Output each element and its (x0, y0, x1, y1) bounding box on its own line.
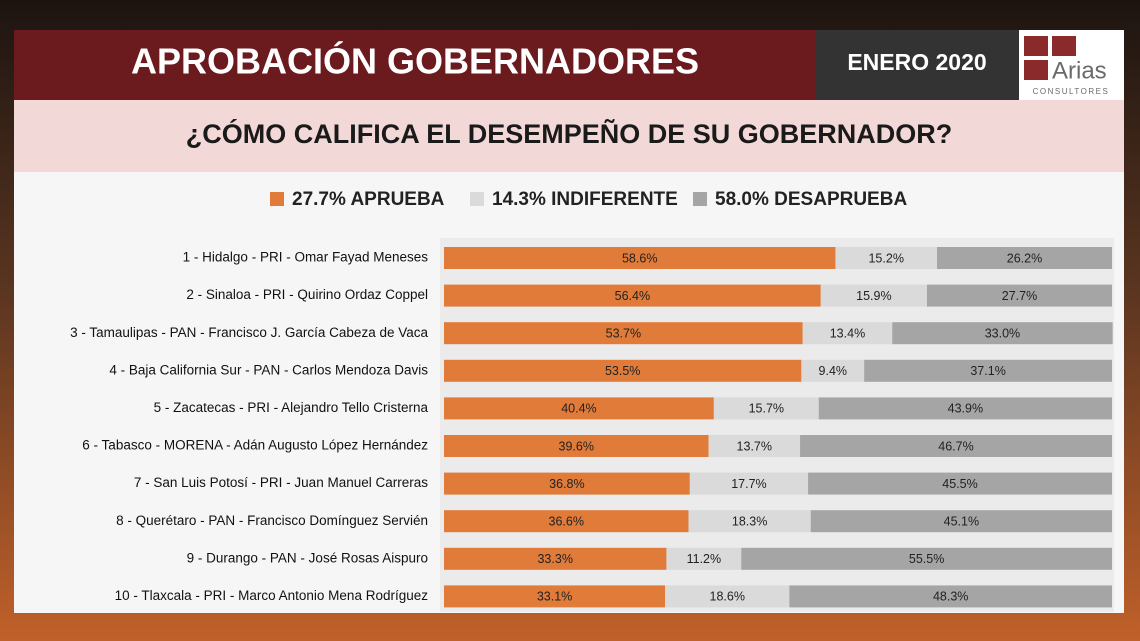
title-band (14, 30, 815, 100)
bar-segment (864, 359, 1112, 382)
bar-segment (444, 435, 709, 457)
chart-subtitle: ¿CÓMO CALIFICA EL DESEMPEÑO DE SU GOBERN… (186, 118, 953, 149)
bar-segment (741, 547, 1112, 570)
data-label: 36.6% (549, 514, 584, 528)
bar-segment (444, 322, 803, 345)
data-label: 58.6% (622, 251, 657, 265)
bar-segment (665, 585, 790, 608)
data-label: 46.7% (938, 439, 973, 453)
bar-segment (936, 247, 1112, 269)
y-tick-label: 8 - Querétaro - PAN - Francisco Domíngue… (116, 513, 428, 528)
data-label: 9.4% (819, 364, 848, 378)
legend-label: 58.0% DESAPRUEBA (715, 189, 907, 210)
data-label: 39.6% (559, 439, 594, 453)
data-label: 33.1% (537, 590, 572, 604)
y-tick-label: 4 - Baja California Sur - PAN - Carlos M… (109, 362, 428, 377)
logo-icon (1024, 36, 1048, 56)
data-label: 17.7% (731, 477, 766, 491)
bar-segment (444, 510, 689, 533)
y-tick-label: 9 - Durango - PAN - José Rosas Aispuro (187, 550, 428, 565)
logo-name: Arias (1052, 57, 1107, 84)
data-label: 55.5% (909, 552, 944, 566)
bar-segment (444, 472, 690, 495)
legend-swatch (270, 192, 284, 206)
bar-segment (708, 435, 801, 457)
data-label: 48.3% (933, 590, 968, 604)
data-label: 45.1% (944, 514, 979, 528)
bar-segment (926, 284, 1112, 307)
legend-label: 27.7% APRUEBA (292, 189, 445, 210)
bar-segment (789, 585, 1112, 608)
data-label: 45.5% (942, 477, 977, 491)
data-label: 15.2% (868, 251, 903, 265)
data-label: 18.6% (710, 590, 745, 604)
bar-segment (444, 284, 821, 307)
bar-segment (444, 359, 802, 382)
legend-swatch (693, 192, 707, 206)
bar-segment (808, 472, 1112, 495)
legend-swatch (470, 192, 484, 206)
bar-segment (444, 585, 666, 608)
bar-segment (444, 397, 714, 420)
y-tick-label: 7 - San Luis Potosí - PRI - Juan Manuel … (134, 475, 428, 490)
data-label: 26.2% (1007, 251, 1042, 265)
data-label: 53.5% (605, 364, 640, 378)
data-label: 43.9% (948, 402, 983, 416)
bar-segment (666, 547, 742, 570)
subtitle-band (14, 100, 1124, 172)
bar-segment (800, 435, 1112, 457)
data-label: 13.7% (737, 439, 772, 453)
bar-segment (689, 472, 809, 495)
bar-segment (892, 322, 1113, 345)
bar-segment (444, 547, 667, 570)
date-label: ENERO 2020 (847, 49, 986, 75)
data-label: 27.7% (1002, 289, 1037, 303)
bar-segment (810, 510, 1112, 533)
bar-segment (801, 359, 865, 382)
bar-segment (444, 247, 836, 269)
logo-icon (1024, 60, 1048, 80)
y-tick-label: 3 - Tamaulipas - PAN - Francisco J. Garc… (70, 325, 428, 340)
data-label: 15.7% (749, 402, 784, 416)
y-tick-label: 1 - Hidalgo - PRI - Omar Fayad Meneses (183, 250, 429, 265)
data-label: 37.1% (970, 364, 1005, 378)
bar-segment (802, 322, 893, 345)
logo-tagline: CONSULTORES (1033, 87, 1110, 96)
y-tick-label: 2 - Sinaloa - PRI - Quirino Ordaz Coppel (186, 287, 428, 302)
y-tick-label: 6 - Tabasco - MORENA - Adán Augusto Lópe… (82, 438, 428, 453)
logo-icon (1052, 36, 1076, 56)
data-label: 53.7% (606, 326, 641, 340)
y-tick-label: 5 - Zacatecas - PRI - Alejandro Tello Cr… (154, 400, 429, 415)
bar-segment (818, 397, 1112, 420)
chart-title: APROBACIÓN GOBERNADORES (131, 40, 699, 82)
bar-segment (820, 284, 927, 307)
data-label: 18.3% (732, 514, 767, 528)
bar-segment (713, 397, 819, 420)
data-label: 33.3% (537, 552, 572, 566)
data-label: 33.0% (985, 326, 1020, 340)
legend-label: 14.3% INDIFERENTE (492, 189, 678, 210)
y-tick-label: 10 - Tlaxcala - PRI - Marco Antonio Mena… (115, 588, 429, 603)
data-label: 56.4% (615, 289, 650, 303)
data-label: 11.2% (687, 552, 722, 566)
data-label: 13.4% (830, 326, 865, 340)
data-label: 15.9% (856, 289, 891, 303)
data-label: 40.4% (561, 402, 596, 416)
bar-segment (688, 510, 811, 533)
date-band (815, 30, 1019, 100)
data-label: 36.8% (549, 477, 584, 491)
bar-segment (835, 247, 937, 269)
